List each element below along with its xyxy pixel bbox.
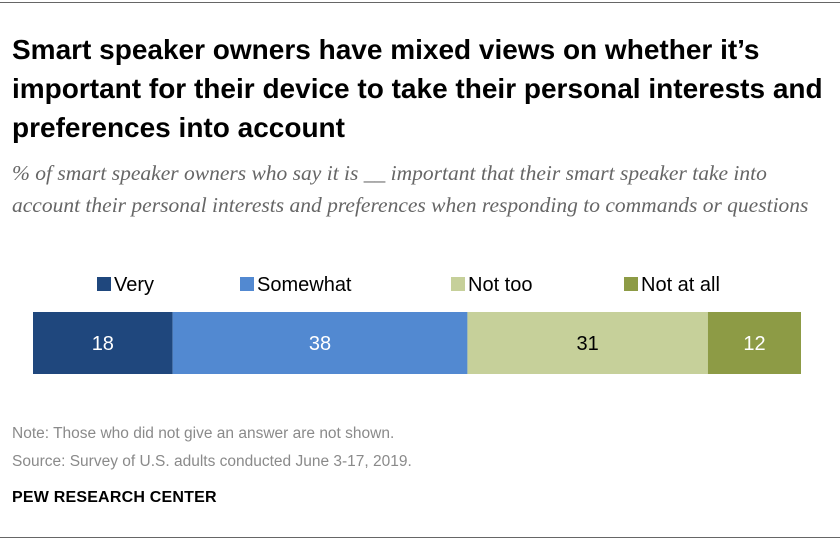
legend-label-not-too: Not too	[468, 274, 532, 296]
data-label-not-too: 31	[577, 333, 599, 355]
legend-swatch-very	[97, 277, 111, 291]
bar-somewhat	[172, 312, 468, 374]
note-text: Note: Those who did not give an answer a…	[12, 425, 395, 442]
data-label-somewhat: 38	[309, 333, 331, 355]
bar-very	[33, 312, 173, 374]
bar-group	[33, 312, 801, 374]
chart-subtitle: % of smart speaker owners who say it is …	[12, 161, 809, 217]
source-text: Source: Survey of U.S. adults conducted …	[12, 453, 412, 470]
data-label-very: 18	[92, 333, 114, 355]
top-rule	[0, 2, 840, 3]
bar-not-at-all	[707, 312, 801, 374]
chart-title: Smart speaker owners have mixed views on…	[12, 34, 823, 143]
bottom-rule	[0, 537, 840, 538]
data-labels: 18 38 31 12	[92, 333, 766, 355]
legend: Very Somewhat Not too Not at all	[97, 274, 720, 296]
pew-research-center-logo: PEW RESEARCH CENTER	[12, 489, 217, 506]
legend-label-not-at-all: Not at all	[641, 274, 720, 296]
legend-label-somewhat: Somewhat	[257, 274, 352, 296]
legend-swatch-not-too	[451, 277, 465, 291]
legend-swatch-not-at-all	[624, 277, 638, 291]
stacked-bar-chart: Very Somewhat Not too Not at all 18 38 31 12	[33, 274, 801, 374]
bar-not-too	[467, 312, 708, 374]
legend-swatch-somewhat	[240, 277, 254, 291]
data-label-not-at-all: 12	[743, 333, 765, 355]
legend-label-very: Very	[114, 274, 154, 296]
